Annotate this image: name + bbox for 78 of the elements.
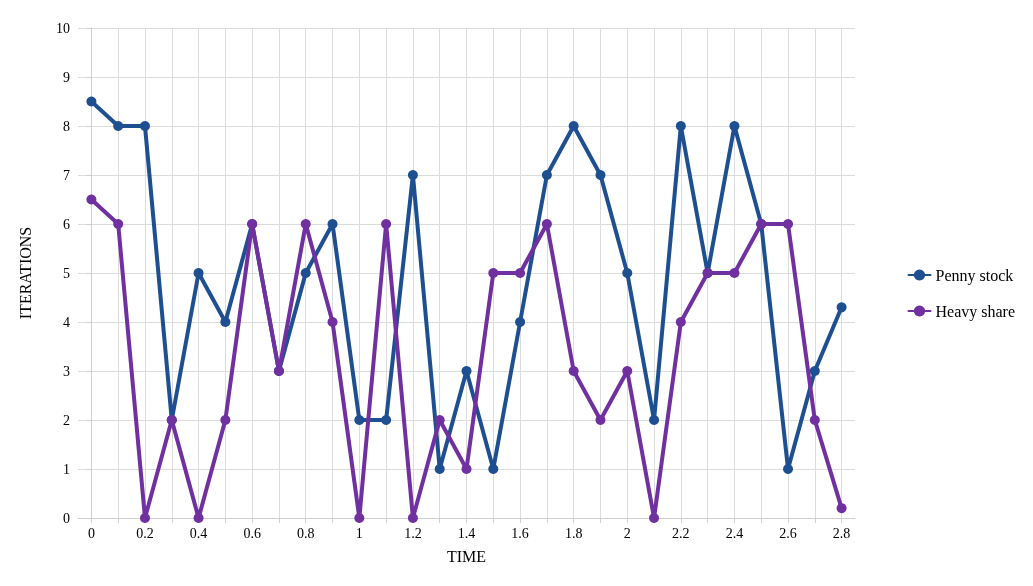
point bbox=[568, 121, 579, 131]
y-tick-label: 10 bbox=[56, 20, 70, 36]
point bbox=[595, 170, 606, 180]
point bbox=[220, 415, 231, 425]
point bbox=[675, 121, 686, 131]
point bbox=[300, 219, 311, 229]
point bbox=[836, 503, 847, 514]
point bbox=[407, 513, 418, 523]
point bbox=[113, 219, 124, 229]
x-tick-label: 0.8 bbox=[296, 525, 315, 541]
point bbox=[649, 513, 660, 523]
point bbox=[783, 219, 794, 229]
x-tick-label: 1.6 bbox=[511, 525, 529, 541]
point bbox=[809, 366, 820, 376]
point bbox=[139, 121, 150, 131]
point bbox=[300, 268, 311, 278]
point bbox=[488, 464, 499, 474]
y-tick-label: 8 bbox=[63, 118, 70, 134]
point bbox=[327, 317, 338, 327]
y-tick-label: 7 bbox=[63, 167, 70, 183]
point bbox=[113, 121, 124, 131]
point bbox=[649, 415, 660, 425]
point bbox=[568, 366, 579, 376]
point bbox=[515, 268, 526, 278]
legend-label: Penny stock bbox=[935, 266, 1014, 285]
point bbox=[809, 415, 820, 425]
point bbox=[541, 170, 552, 180]
x-tick-label: 2.6 bbox=[779, 525, 797, 541]
y-tick-label: 0 bbox=[63, 510, 70, 526]
point bbox=[381, 219, 392, 229]
x-tick-label: 0 bbox=[87, 525, 95, 541]
y-tick-label: 9 bbox=[63, 69, 70, 85]
y-tick-label: 4 bbox=[63, 314, 70, 330]
point bbox=[327, 219, 338, 229]
point bbox=[193, 268, 204, 278]
point bbox=[193, 513, 204, 523]
point bbox=[729, 121, 740, 131]
point bbox=[381, 415, 392, 425]
point bbox=[783, 464, 794, 474]
point bbox=[729, 268, 740, 278]
point bbox=[86, 194, 97, 205]
point bbox=[220, 317, 231, 327]
y-tick-label: 2 bbox=[63, 412, 70, 428]
y-tick-label: 6 bbox=[63, 216, 70, 232]
y-tick-label: 3 bbox=[63, 363, 70, 379]
point bbox=[461, 366, 472, 376]
x-tick-label: 0.6 bbox=[243, 525, 261, 541]
x-tick-label: 2.4 bbox=[725, 525, 744, 541]
point bbox=[86, 96, 97, 107]
point bbox=[407, 170, 418, 180]
x-tick-label: 1.4 bbox=[457, 525, 476, 541]
x-tick-label: 2 bbox=[623, 525, 631, 541]
point bbox=[541, 219, 552, 229]
point bbox=[622, 268, 633, 278]
point bbox=[139, 513, 150, 523]
point bbox=[595, 415, 606, 425]
x-tick-label: 0.4 bbox=[189, 525, 208, 541]
x-tick-label: 2.8 bbox=[832, 525, 851, 541]
x-tick-label: 2.2 bbox=[672, 525, 690, 541]
x-tick-label: 1.2 bbox=[404, 525, 422, 541]
point bbox=[434, 464, 445, 474]
point bbox=[515, 317, 526, 327]
point bbox=[461, 464, 472, 474]
y-axis-title: ITERATIONS bbox=[16, 226, 34, 320]
x-tick-label: 1 bbox=[355, 525, 363, 541]
legend-label: Heavy share bbox=[935, 302, 1015, 321]
x-tick-label: 0.2 bbox=[136, 525, 154, 541]
y-tick-label: 1 bbox=[63, 461, 70, 477]
point bbox=[488, 268, 499, 278]
x-axis-title: TIME bbox=[446, 547, 487, 565]
x-tick-label: 1.8 bbox=[564, 525, 583, 541]
y-tick-label: 5 bbox=[63, 265, 70, 281]
point bbox=[434, 415, 445, 425]
point bbox=[354, 415, 365, 425]
point bbox=[354, 513, 365, 523]
point bbox=[622, 366, 633, 376]
point bbox=[675, 317, 686, 327]
point bbox=[836, 302, 847, 313]
